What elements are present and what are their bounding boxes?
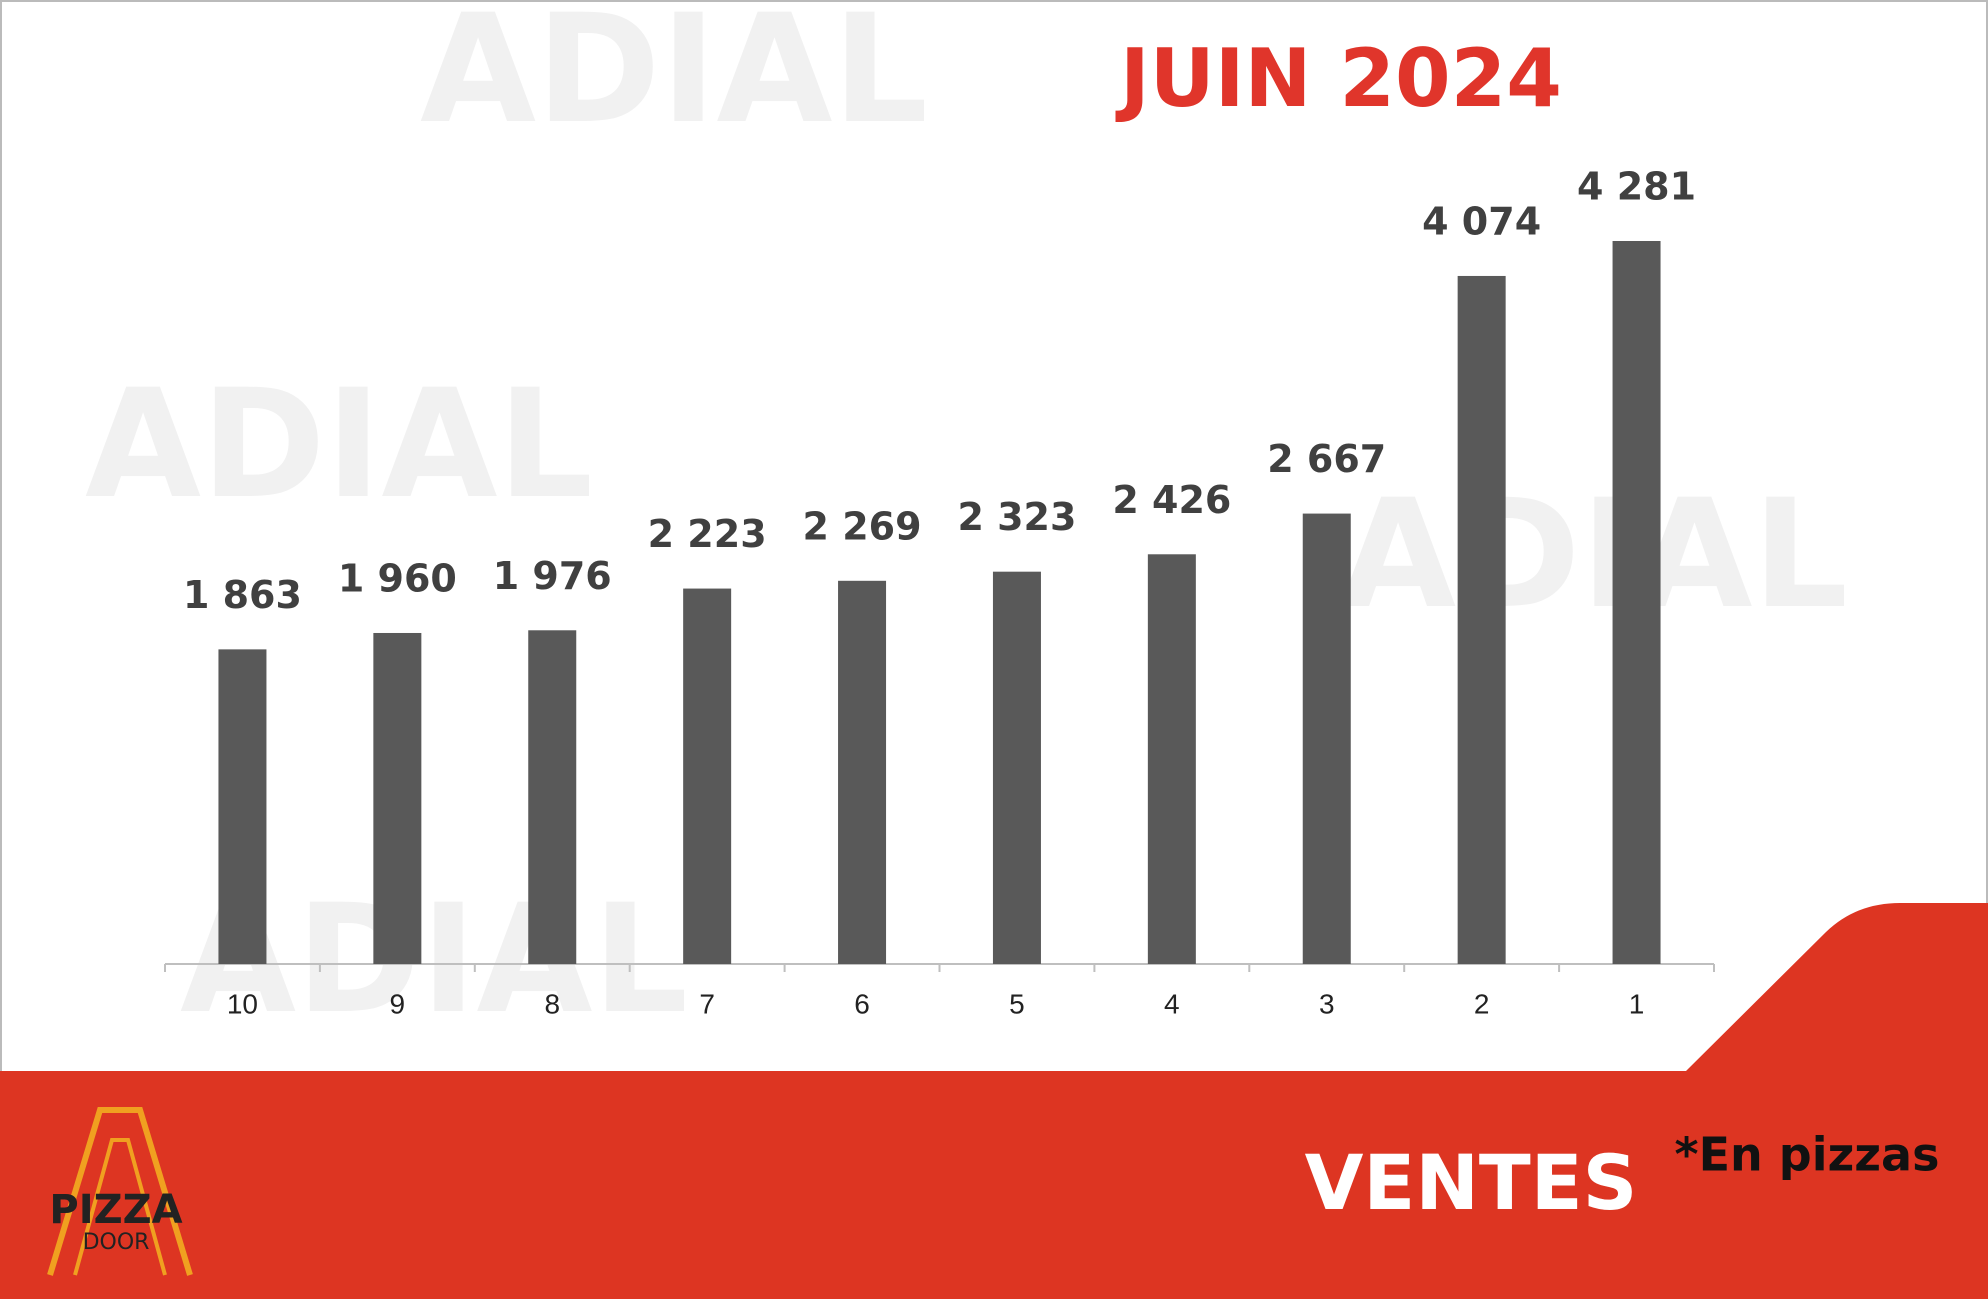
logo: PIZZA DOOR bbox=[47, 1107, 193, 1276]
data-label: 2 667 bbox=[1267, 437, 1386, 481]
data-label: 1 960 bbox=[338, 556, 457, 600]
data-label: 1 863 bbox=[183, 573, 302, 617]
data-label: 2 323 bbox=[957, 495, 1076, 539]
bar bbox=[683, 588, 732, 964]
x-tick-label: 3 bbox=[1319, 988, 1335, 1019]
footer-band bbox=[0, 903, 1988, 1299]
bar bbox=[1147, 554, 1196, 964]
bar bbox=[838, 580, 887, 964]
bar bbox=[992, 571, 1041, 964]
data-label: 2 269 bbox=[803, 504, 922, 548]
bar bbox=[528, 630, 577, 964]
logo-name: PIZZA bbox=[49, 1187, 182, 1233]
watermark: ADIAL bbox=[420, 0, 928, 157]
logo-shape bbox=[73, 1138, 167, 1276]
footer-note: *En pizzas bbox=[1675, 1128, 1940, 1182]
data-label: 4 074 bbox=[1422, 199, 1541, 243]
x-tick-label: 4 bbox=[1164, 988, 1180, 1019]
watermark: ADIAL bbox=[1340, 468, 1848, 642]
x-tick-label: 5 bbox=[1009, 988, 1025, 1019]
logo-sub: DOOR bbox=[83, 1230, 150, 1255]
bar bbox=[1612, 241, 1661, 964]
x-tick-label: 2 bbox=[1474, 988, 1490, 1019]
bar bbox=[1302, 513, 1351, 964]
chart-title: JUIN 2024 bbox=[1115, 32, 1562, 125]
bar bbox=[1457, 275, 1506, 964]
data-label: 2 426 bbox=[1112, 478, 1231, 522]
data-label: 2 223 bbox=[648, 512, 767, 556]
x-tick-label: 1 bbox=[1629, 988, 1645, 1019]
bar bbox=[218, 649, 267, 964]
x-tick-label: 8 bbox=[544, 988, 560, 1019]
x-tick-label: 7 bbox=[699, 988, 715, 1019]
data-label: 1 976 bbox=[493, 554, 612, 598]
x-tick-label: 6 bbox=[854, 988, 870, 1019]
watermark: ADIAL bbox=[85, 358, 593, 532]
data-label: 4 281 bbox=[1577, 165, 1696, 209]
bar bbox=[373, 632, 422, 964]
x-tick-label: 10 bbox=[227, 988, 258, 1019]
footer-title: VENTES bbox=[1305, 1138, 1638, 1227]
logo-shape bbox=[47, 1107, 193, 1276]
x-tick-label: 9 bbox=[390, 988, 406, 1019]
